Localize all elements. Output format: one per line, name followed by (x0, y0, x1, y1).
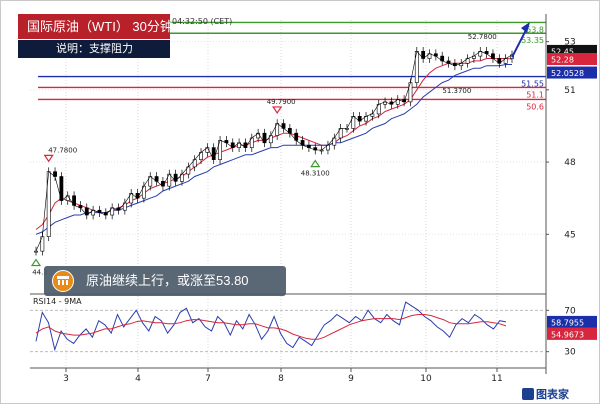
rsi-ma-line (35, 314, 507, 340)
price-box-label: 52.28 (551, 56, 574, 65)
coin-icon (52, 270, 74, 292)
brand-logo: 图表家 (522, 386, 569, 401)
price-box (547, 66, 597, 79)
annotations: 47.7800 44.2 49.7900 48.3100 52.7800 51.3700 (30, 22, 530, 277)
level-label: 51.55 (521, 80, 544, 89)
x-tick-label: 8 (278, 374, 284, 384)
y-tick-label: 48 (564, 158, 576, 168)
x-tick-label: 11 (491, 374, 502, 384)
banner-text: 原油继续上行，或涨至53.80 (86, 273, 249, 288)
y-tick-label: 45 (564, 230, 575, 240)
trough-marker (30, 258, 42, 267)
peak-label: 49.7900 (267, 98, 296, 106)
value-label: 52.7800 (468, 33, 497, 41)
price-box (547, 315, 597, 328)
forecast-banner: 原油继续上行，或涨至53.80 (44, 266, 286, 296)
timestamp: 04:32:50 (CET) (172, 17, 233, 26)
price-box (547, 53, 597, 66)
x-tick-label: 7 (205, 374, 211, 384)
rsi-title: RSI14 - 9MA (33, 297, 82, 306)
axes: 3 4 7 8 9 10 11 45 48 51 53 70 30 (30, 14, 576, 384)
logo-icon (522, 388, 534, 400)
price-line (35, 50, 513, 252)
peak-marker (272, 106, 283, 115)
trough-label: 48.3100 (301, 170, 330, 178)
level-label: 53.8 (526, 25, 544, 34)
price-box (547, 327, 597, 340)
chart-title: 国际原油（WTI） 30分钟 (18, 14, 173, 39)
x-tick-label: 10 (420, 374, 432, 384)
price-line (34, 46, 514, 256)
price-box-label: 52.45 (551, 47, 574, 56)
trough-label: 44.2 (32, 269, 48, 277)
rsi-line (35, 301, 507, 352)
y-tick-label: 53 (564, 38, 575, 48)
price-box-label: 54.9673 (551, 330, 584, 339)
y-tick-label: 51 (564, 86, 575, 96)
level-label: 50.6 (526, 102, 544, 111)
price-box-label: 52.0528 (551, 69, 584, 78)
rsi-y-tick-label: 70 (564, 306, 576, 316)
price-box-label: 58.7955 (551, 318, 584, 327)
peak-label: 47.7800 (48, 146, 77, 154)
logo-text: 图表家 (536, 389, 569, 401)
x-tick-label: 4 (135, 374, 141, 384)
x-tick-label: 3 (63, 374, 69, 384)
rsi-y-tick-label: 30 (564, 348, 576, 358)
rsi-panel (30, 301, 546, 353)
level-label: 51.1 (526, 90, 544, 99)
grid (30, 20, 546, 368)
value-label: 51.3700 (442, 87, 471, 95)
peak-marker (43, 154, 54, 163)
forecast-arrowhead (521, 22, 530, 34)
x-tick-label: 9 (348, 374, 354, 384)
chart-subtitle: 说明：支撑阻力 (18, 40, 170, 58)
candle-body (34, 250, 38, 253)
ma-slow-line (35, 64, 512, 235)
moving-averages (35, 58, 513, 235)
trough-marker (310, 159, 321, 168)
level-label: 53.35 (521, 36, 544, 45)
